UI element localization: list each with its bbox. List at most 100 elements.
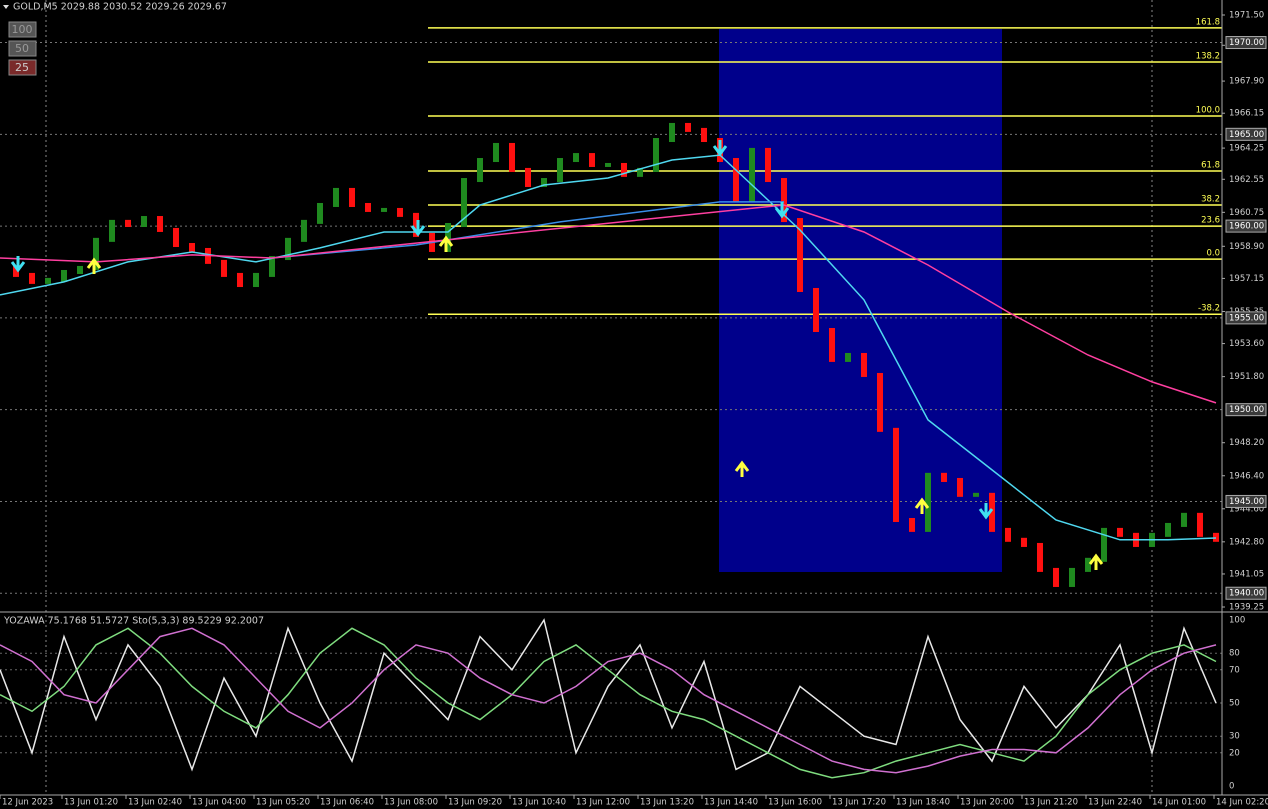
y-tick-label: 1951.80 — [1229, 372, 1264, 382]
y-tick-label: 100 — [1229, 616, 1245, 626]
price-bar — [301, 219, 307, 242]
y-tick-label: 70 — [1229, 665, 1240, 675]
signal-arrow — [914, 497, 930, 514]
price-bar — [1053, 567, 1059, 587]
button-label[interactable]: 50 — [15, 42, 29, 55]
level-box — [1225, 403, 1267, 417]
price-bar — [1101, 527, 1107, 562]
series-line — [0, 618, 1217, 772]
y-tick-label: 1964.25 — [1229, 144, 1264, 154]
price-bar — [477, 158, 483, 183]
x-tick-label: 13 Jun 20:00 — [960, 798, 1014, 808]
fib-label: 161.8 — [1196, 17, 1220, 27]
fib-label: 61.8 — [1201, 161, 1220, 171]
fib-label: 38.2 — [1201, 194, 1220, 204]
y-tick-label: 80 — [1229, 649, 1240, 659]
price-bar — [109, 219, 115, 242]
level-box — [1225, 36, 1267, 50]
y-tick-label: 1948.20 — [1229, 438, 1264, 448]
price-bar — [765, 147, 771, 183]
price-bar — [1197, 512, 1203, 537]
x-tick-label: 13 Jun 01:20 — [64, 798, 118, 808]
series-line — [0, 627, 1217, 779]
level-label: 1940.00 — [1229, 589, 1264, 599]
level-label: 1960.00 — [1229, 222, 1264, 232]
level-label: 1970.00 — [1229, 38, 1264, 48]
signal-arrow — [438, 235, 454, 252]
price-bar — [541, 178, 547, 187]
price-bar — [749, 147, 755, 203]
price-bar — [733, 158, 739, 203]
price-bar — [637, 167, 643, 177]
signal-arrow — [10, 256, 26, 273]
x-tick-label: 13 Jun 05:20 — [256, 798, 310, 808]
menu-arrow[interactable] — [3, 5, 9, 9]
x-tick-label: 13 Jun 08:00 — [384, 798, 438, 808]
button[interactable] — [8, 59, 37, 76]
price-bar — [509, 142, 515, 172]
price-bar — [557, 158, 563, 183]
price-bar — [877, 372, 883, 432]
level-box — [1225, 127, 1267, 141]
y-tick-label: 1941.05 — [1229, 569, 1264, 579]
button[interactable] — [8, 40, 37, 57]
button[interactable] — [8, 21, 37, 38]
x-tick-label: 13 Jun 09:20 — [448, 798, 502, 808]
x-tick-label: 14 Jun 01:00 — [1152, 798, 1206, 808]
level-box — [1225, 494, 1267, 508]
price-bar — [797, 218, 803, 292]
indicator-title: YOZAWA 75.1768 51.5727 Sto(5,3,3) 89.522… — [3, 616, 264, 627]
y-tick-label: 1960.75 — [1229, 208, 1264, 218]
price-bar — [157, 216, 163, 232]
price-bar — [909, 517, 915, 532]
price-bar — [941, 472, 947, 482]
price-bar — [829, 327, 835, 362]
y-tick-label: 1953.60 — [1229, 339, 1264, 349]
x-tick-label: 13 Jun 16:00 — [768, 798, 822, 808]
signal-arrow — [734, 460, 750, 477]
price-bar — [861, 352, 867, 377]
level-label: 1945.00 — [1229, 497, 1264, 507]
series-line — [0, 627, 1217, 774]
price-bar — [1069, 567, 1075, 587]
price-bar — [1005, 527, 1011, 542]
fib-label: -38.2 — [1198, 304, 1220, 314]
symbol-header: GOLD,M5 2029.88 2030.52 2029.26 2029.67 — [13, 2, 227, 13]
level-label: 1955.00 — [1229, 313, 1264, 323]
signal-arrow — [774, 202, 790, 219]
y-tick-label: 1957.15 — [1229, 274, 1264, 284]
fib-label: 23.6 — [1201, 216, 1220, 226]
x-tick-label: 13 Jun 02:40 — [128, 798, 182, 808]
signal-arrow — [978, 503, 994, 520]
price-bar — [573, 153, 579, 163]
y-tick-label: 50 — [1229, 699, 1240, 709]
price-bar — [381, 207, 387, 212]
button-label[interactable]: 25 — [15, 61, 29, 74]
y-tick-label: 1958.90 — [1229, 242, 1264, 252]
y-tick-label: 1942.80 — [1229, 537, 1264, 547]
price-bar — [29, 272, 35, 284]
price-bar — [1181, 512, 1187, 527]
price-bar — [605, 162, 611, 167]
price-bar — [285, 237, 291, 261]
button-label[interactable]: 100 — [12, 23, 33, 36]
y-tick-label: 30 — [1229, 732, 1240, 742]
price-bar — [701, 127, 707, 143]
price-bar — [1037, 542, 1043, 572]
series-line — [271, 201, 784, 259]
price-bar — [973, 492, 979, 497]
x-tick-label: 13 Jun 12:00 — [576, 798, 630, 808]
price-bar — [237, 272, 243, 288]
price-bar — [333, 187, 339, 207]
signal-arrow — [86, 257, 102, 274]
price-bar — [461, 178, 467, 227]
x-tick-label: 13 Jun 18:40 — [896, 798, 950, 808]
price-bar — [173, 227, 179, 248]
price-bar — [1213, 532, 1219, 542]
price-bar — [653, 138, 659, 172]
series-line — [0, 204, 1217, 404]
x-tick-label: 13 Jun 14:40 — [704, 798, 758, 808]
price-bar — [125, 219, 131, 227]
